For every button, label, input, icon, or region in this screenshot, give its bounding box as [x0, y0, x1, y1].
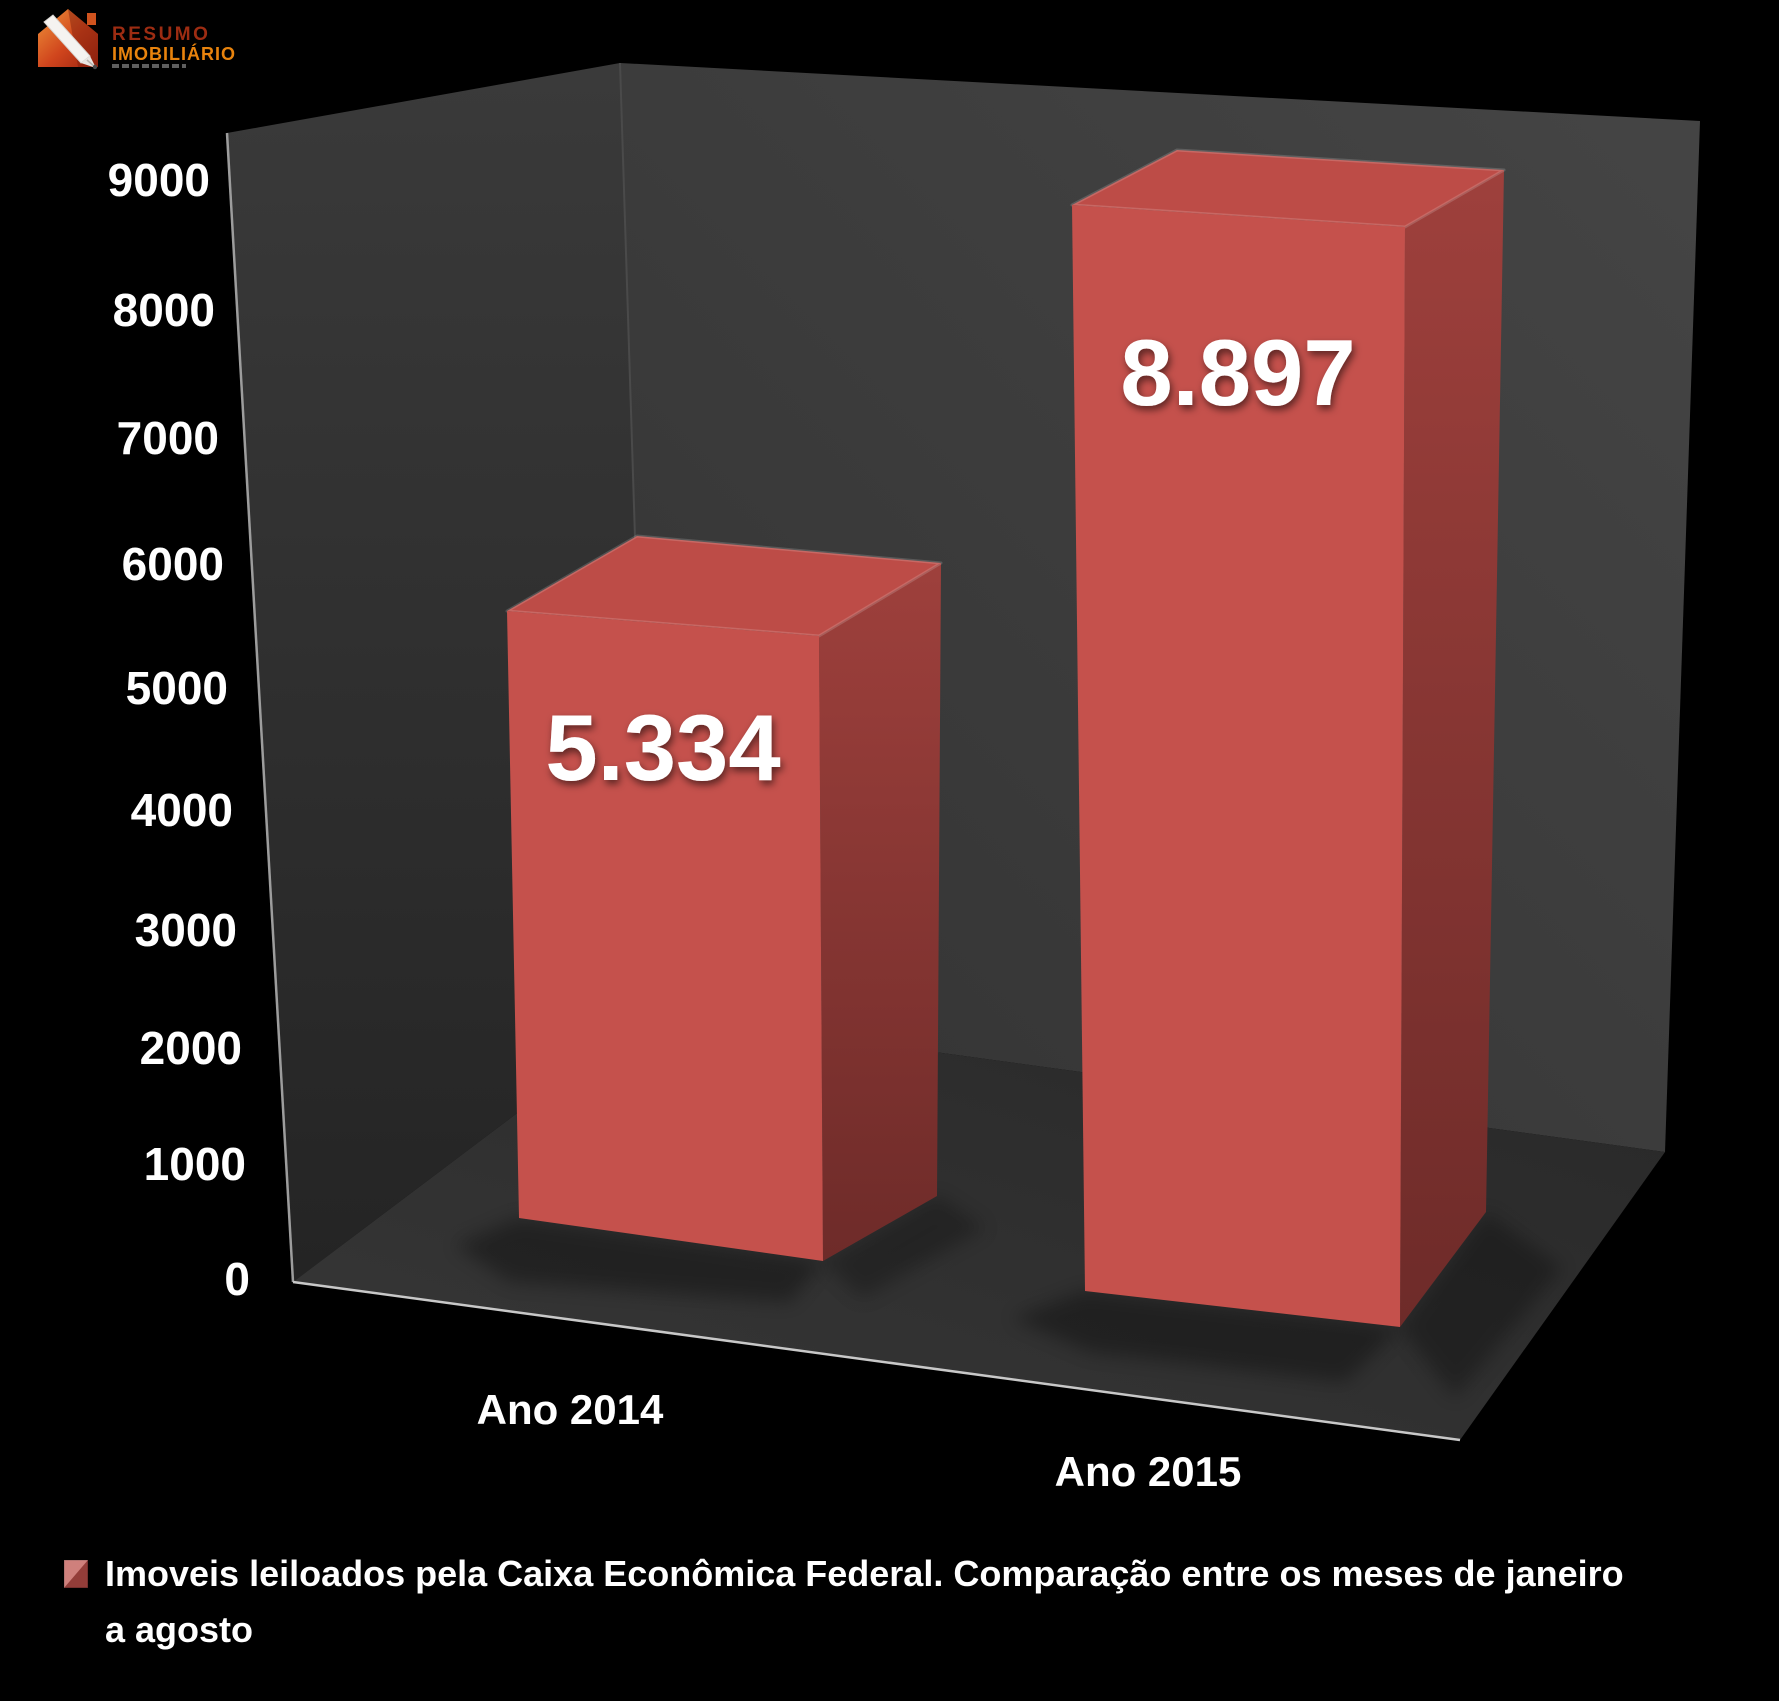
- y-tick-0: 0: [224, 1253, 250, 1305]
- y-tick-7000: 7000: [117, 412, 219, 464]
- bar-2014-side-face: [819, 563, 941, 1261]
- y-tick-5000: 5000: [126, 662, 228, 714]
- logo-brand-line1: RESUMO: [112, 24, 210, 45]
- logo-pen-tip: [92, 64, 98, 70]
- y-tick-9000: 9000: [108, 154, 210, 206]
- bar-2015-front-face: [1072, 205, 1405, 1327]
- house-with-pen-icon: [38, 9, 98, 70]
- logo-brand-line2: IMOBILIÁRIO: [112, 43, 236, 64]
- category-label-ano-2014: Ano 2014: [477, 1386, 664, 1433]
- category-label-ano-2015: Ano 2015: [1055, 1448, 1242, 1495]
- y-tick-8000: 8000: [113, 284, 215, 336]
- legend-text-line2: a agosto: [105, 1609, 253, 1650]
- bar-2015-shadow: [1012, 1291, 1400, 1382]
- floor-front-edge: [292, 1280, 1461, 1442]
- legend-text-line1: Imoveis leiloados pela Caixa Econômica F…: [105, 1553, 1624, 1594]
- bar-2015-shadow-right: [1400, 1212, 1562, 1398]
- bar-2015-side-face: [1400, 170, 1504, 1327]
- logo-house-chimney: [87, 13, 96, 25]
- data-label-2014: 5.334: [545, 695, 780, 800]
- bar-2014-shadow-right: [823, 1196, 985, 1298]
- legend-marker-icon: [63, 1559, 89, 1589]
- x-axis-category-labels: Ano 2014 Ano 2015: [477, 1386, 1242, 1495]
- y-axis-tick-labels: 9000 8000 7000 6000 5000 4000 3000 2000 …: [108, 154, 250, 1305]
- bar-2014-shadow: [455, 1218, 823, 1302]
- y-tick-2000: 2000: [140, 1022, 242, 1074]
- y-tick-4000: 4000: [131, 784, 233, 836]
- y-tick-1000: 1000: [144, 1138, 246, 1190]
- legend-marker-bevel-shadow: [64, 1560, 88, 1588]
- logo: RESUMO IMOBILIÁRIO: [38, 9, 236, 70]
- bar-ano-2015: 8.897: [1070, 148, 1506, 1327]
- y-tick-6000: 6000: [122, 538, 224, 590]
- y-tick-3000: 3000: [135, 904, 237, 956]
- bar-2014-front-face: [507, 611, 823, 1261]
- bar-shadows: [455, 1196, 1562, 1398]
- data-label-2015: 8.897: [1120, 320, 1355, 425]
- bar-ano-2014: 5.334: [505, 534, 943, 1261]
- legend-marker-bevel-highlight: [64, 1560, 88, 1588]
- legend: Imoveis leiloados pela Caixa Econômica F…: [63, 1553, 1624, 1650]
- y-axis-line: [225, 132, 295, 1283]
